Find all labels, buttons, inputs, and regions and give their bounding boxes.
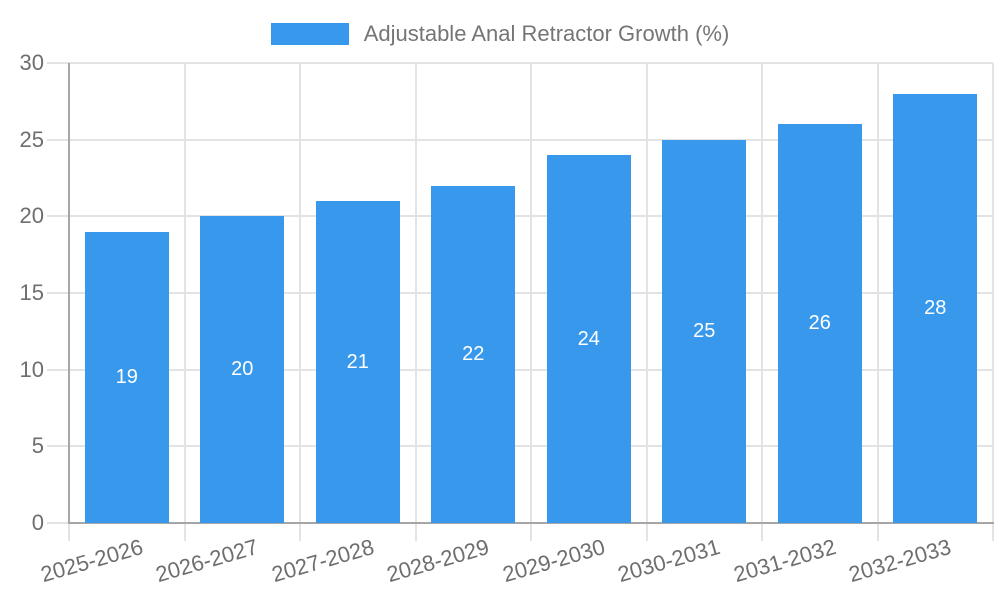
y-axis-tick-label: 30: [19, 50, 44, 75]
bar-value-label: 26: [808, 312, 831, 335]
y-axis-tick-label: 20: [19, 203, 44, 229]
bar-value-label: 28: [924, 296, 947, 319]
x-axis-tick-label: 2032-2033: [845, 534, 954, 588]
gridline-horizontal: [47, 368, 993, 371]
x-axis-tick-label: 2030-2031: [614, 534, 723, 588]
y-axis-tick-label: 5: [31, 433, 44, 459]
gridline-horizontal: [47, 445, 993, 448]
bar-value-label: 21: [346, 350, 369, 373]
bar-value-label: 22: [462, 342, 485, 365]
gridline-horizontal: [47, 215, 993, 218]
gridline-vertical: [183, 63, 186, 541]
x-axis-tick-label: 2025-2026: [37, 534, 146, 588]
gridline-vertical: [299, 63, 301, 541]
bar-value-label: 19: [115, 365, 138, 388]
gridline-vertical: [645, 63, 648, 541]
x-axis-line: [68, 522, 994, 524]
gridline-horizontal: [47, 62, 993, 64]
bar: 24: [546, 155, 631, 523]
bar-value-label: 20: [231, 358, 254, 381]
x-axis-tick-label: 2029-2030: [499, 534, 608, 588]
legend-label: Adjustable Anal Retractor Growth (%): [363, 21, 730, 46]
y-axis-tick-label: 10: [19, 356, 44, 382]
bar: 22: [431, 185, 516, 523]
y-axis-tick-label: 25: [19, 126, 44, 152]
y-axis-line: [68, 63, 70, 523]
gridline-vertical: [992, 63, 994, 541]
gridline-vertical: [414, 63, 417, 541]
bar: 25: [662, 139, 747, 523]
bar: 28: [893, 93, 978, 523]
bar-value-label: 25: [693, 319, 716, 342]
x-axis-tick-label: 2027-2028: [268, 534, 377, 588]
legend: Adjustable Anal Retractor Growth (%): [0, 16, 1000, 52]
bar: 26: [777, 124, 862, 523]
x-axis-tick-label: 2031-2032: [730, 534, 839, 588]
legend-swatch: [270, 23, 349, 45]
x-axis-tick-label: 2028-2029: [383, 534, 492, 588]
y-axis-tick-label: 0: [31, 510, 44, 535]
bar-value-label: 24: [577, 327, 600, 350]
gridline-horizontal: [47, 138, 993, 141]
gridline-horizontal: [47, 292, 993, 294]
gridline-vertical: [530, 63, 532, 541]
bar: 20: [200, 216, 285, 523]
x-axis-tick-label: 2026-2027: [152, 534, 261, 588]
gridline-vertical: [876, 63, 879, 541]
bar: 19: [84, 231, 169, 523]
bar: 21: [315, 201, 400, 523]
gridline-vertical: [761, 63, 763, 541]
y-axis-tick-label: 15: [19, 280, 44, 305]
gridline-horizontal: [47, 522, 69, 524]
